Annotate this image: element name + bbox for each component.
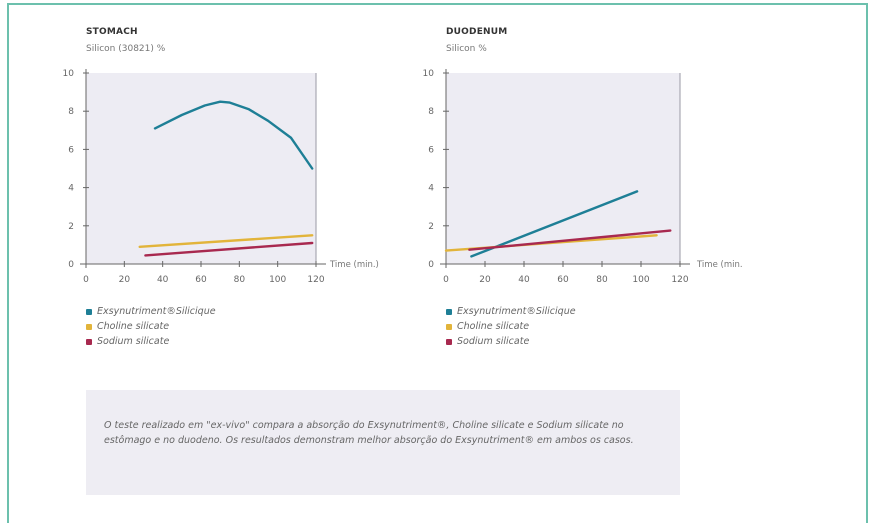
x-tick-label: 120 (671, 275, 688, 285)
x-axis-label: Time (min.) (329, 260, 379, 270)
legend-label: Exsynutriment®Silicique (457, 306, 576, 317)
x-tick-label: 0 (83, 275, 89, 285)
y-tick-label: 4 (68, 184, 74, 194)
y-axis-label-duodenum: Silicon % (446, 44, 487, 54)
x-tick-label: 100 (269, 275, 286, 285)
x-tick-label: 100 (632, 275, 649, 285)
note-text: O teste realizado em "ex-vivo" compara a… (104, 420, 634, 446)
legend-label: Choline silicate (97, 321, 170, 332)
legend-item: Sodium silicate (86, 334, 216, 349)
plot-area (86, 73, 316, 264)
note-box: O teste realizado em "ex-vivo" compara a… (86, 390, 680, 495)
x-tick-label: 40 (157, 275, 169, 285)
chart-title-stomach: STOMACH (86, 27, 138, 37)
x-tick-label: 20 (479, 275, 491, 285)
legend-item: Exsynutriment®Silicique (446, 304, 576, 319)
chart-title-duodenum: DUODENUM (446, 27, 508, 37)
x-axis-label: Time (min. (696, 260, 743, 270)
legend-duodenum: Exsynutriment®Silicique Choline silicate… (446, 304, 576, 349)
y-tick-label: 8 (428, 107, 434, 117)
legend-stomach: Exsynutriment®Silicique Choline silicate… (86, 304, 216, 349)
x-tick-label: 40 (518, 275, 530, 285)
x-tick-label: 120 (307, 275, 324, 285)
x-tick-label: 20 (119, 275, 131, 285)
legend-swatch (446, 323, 452, 330)
x-tick-label: 60 (557, 275, 569, 285)
y-tick-label: 2 (68, 222, 74, 232)
legend-swatch (446, 308, 452, 315)
legend-swatch (86, 323, 92, 330)
x-tick-label: 0 (443, 275, 449, 285)
y-tick-label: 0 (68, 260, 74, 270)
content-frame (7, 3, 868, 523)
x-tick-label: 80 (596, 275, 608, 285)
y-tick-label: 4 (428, 184, 434, 194)
series-line (138, 234, 314, 249)
series-line (144, 241, 314, 257)
y-axis-label-stomach: Silicon (30821) % (86, 44, 166, 54)
y-tick-label: 6 (428, 145, 434, 155)
legend-label: Sodium silicate (457, 336, 530, 347)
legend-item: Choline silicate (446, 319, 576, 334)
y-tick-label: 0 (428, 260, 434, 270)
y-tick-label: 2 (428, 222, 434, 232)
legend-swatch (86, 308, 92, 315)
legend-swatch (86, 338, 92, 345)
legend-item: Exsynutriment®Silicique (86, 304, 216, 319)
series-line (468, 229, 672, 251)
legend-label: Choline silicate (457, 321, 530, 332)
x-tick-label: 80 (234, 275, 246, 285)
legend-item: Choline silicate (86, 319, 216, 334)
series-line (153, 100, 314, 170)
plot-area (446, 73, 680, 264)
legend-item: Sodium silicate (446, 334, 576, 349)
y-tick-label: 6 (68, 145, 74, 155)
y-tick-label: 10 (423, 69, 435, 79)
x-tick-label: 60 (195, 275, 207, 285)
legend-swatch (446, 338, 452, 345)
legend-label: Exsynutriment®Silicique (97, 306, 216, 317)
y-tick-label: 8 (68, 107, 74, 117)
legend-label: Sodium silicate (97, 336, 170, 347)
y-tick-label: 10 (63, 69, 75, 79)
